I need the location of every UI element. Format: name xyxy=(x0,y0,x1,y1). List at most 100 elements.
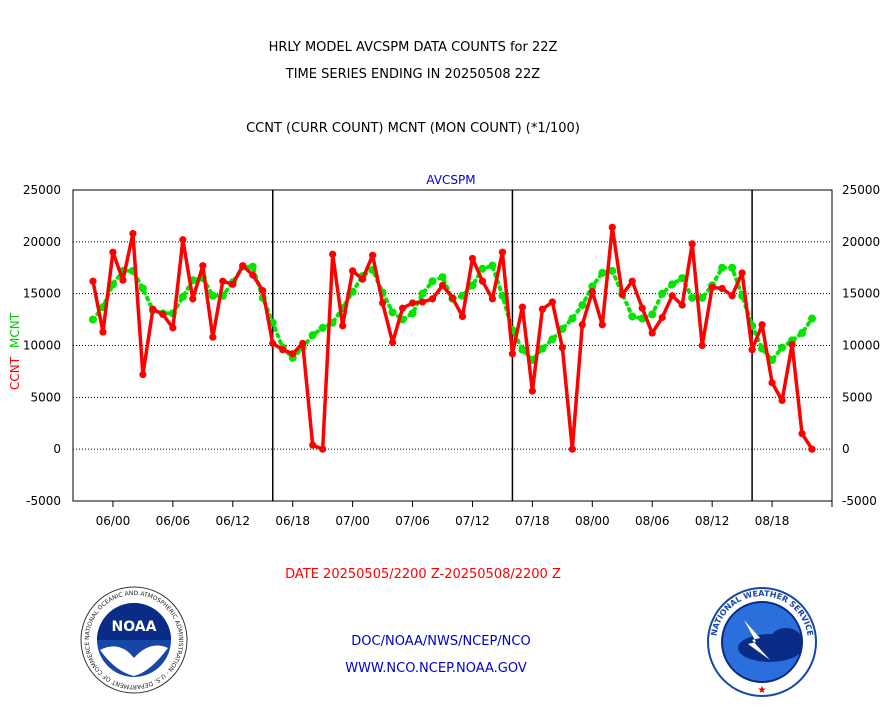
ccnt-point xyxy=(309,441,317,449)
mcnt-point xyxy=(108,280,117,289)
mcnt-point xyxy=(728,263,737,272)
ccnt-point xyxy=(89,277,97,285)
ccnt-point xyxy=(738,269,746,277)
ccnt-point xyxy=(418,298,427,306)
ccnt-point xyxy=(259,286,267,295)
ccnt-point xyxy=(109,248,117,256)
ccnt-point xyxy=(778,396,786,405)
ccnt-point xyxy=(708,283,716,292)
grid-lines xyxy=(73,189,832,501)
ccnt-point xyxy=(748,346,756,354)
mcnt-point xyxy=(798,329,807,338)
ccnt-point xyxy=(658,313,666,322)
footer-link-website[interactable]: WWW.NCO.NCEP.NOAA.GOV xyxy=(345,661,527,676)
ccnt-point xyxy=(398,304,407,312)
mcnt-point xyxy=(468,281,477,290)
mcnt-point xyxy=(418,289,427,298)
ccnt-point xyxy=(189,295,197,303)
ccnt-point xyxy=(558,343,566,352)
ccnt-point xyxy=(169,324,177,332)
y-tick-label-left: 15000 xyxy=(23,287,61,301)
mcnt-point xyxy=(658,289,667,298)
y-tick-label-right: 10000 xyxy=(842,339,880,353)
ccnt-point xyxy=(678,301,686,309)
x-tick-label: 07/06 xyxy=(395,514,430,528)
mcnt-point xyxy=(428,277,437,286)
ccnt-point xyxy=(478,277,487,285)
ccnt-point xyxy=(428,295,437,303)
footer-link-nco[interactable]: DOC/NOAA/NWS/NCEP/NCO xyxy=(351,634,530,649)
mcnt-point xyxy=(688,293,697,302)
x-tick-label: 08/00 xyxy=(575,514,610,528)
x-tick-label: 06/12 xyxy=(215,514,250,528)
ccnt-point xyxy=(229,280,237,288)
ccnt-point xyxy=(458,312,467,321)
ccnt-point xyxy=(768,379,776,387)
mcnt-point xyxy=(178,292,187,301)
mcnt-point xyxy=(578,301,587,310)
svg-text:★: ★ xyxy=(758,685,767,696)
ccnt-point xyxy=(438,281,447,289)
mcnt-point xyxy=(498,291,507,300)
mcnt-point xyxy=(138,284,147,293)
y-tick-label-left: 10000 xyxy=(23,339,61,353)
ccnt-point xyxy=(698,341,706,350)
ccnt-point xyxy=(568,445,576,453)
ccnt-point xyxy=(299,339,307,348)
ccnt-point xyxy=(528,387,536,395)
ccnt-point xyxy=(628,277,636,285)
mcnt-point xyxy=(588,282,597,291)
ccnt-point xyxy=(388,338,397,346)
y-tick-label-left: 5000 xyxy=(30,390,61,404)
plot-border xyxy=(72,189,833,502)
x-tick-label: 06/00 xyxy=(96,514,131,528)
date-range: DATE 20250505/2200 Z-20250508/2200 Z xyxy=(285,567,561,582)
ccnt-point xyxy=(508,350,517,358)
ccnt-point xyxy=(608,223,616,231)
x-tick-labels: 06/00 06/06 06/12 06/18 07/00 07/06 07/12 07/18… xyxy=(96,501,833,528)
y-tick-label-left: 25000 xyxy=(23,183,61,197)
mcnt-point xyxy=(388,308,397,317)
ccnt-point xyxy=(728,292,736,300)
mcnt-point xyxy=(538,344,547,353)
mcnt-point xyxy=(208,291,217,300)
ccnt-point xyxy=(139,370,147,379)
mcnt-point xyxy=(408,309,417,318)
ccnt-point xyxy=(668,292,676,300)
ccnt-point xyxy=(199,262,207,270)
ccnt-point xyxy=(718,284,726,293)
chart-title-line1: HRLY MODEL AVCSPM DATA COUNTS for 22Z xyxy=(269,40,558,55)
ccnt-point xyxy=(578,321,586,329)
ccnt-point xyxy=(329,250,337,258)
mcnt-point xyxy=(808,314,817,323)
ccnt-point xyxy=(129,229,137,238)
ccnt-point xyxy=(498,248,507,256)
x-tick-label: 07/12 xyxy=(455,514,490,528)
y-tick-label-left: 0 xyxy=(53,442,61,456)
ccnt-point xyxy=(349,267,357,275)
ccnt-point xyxy=(119,276,127,284)
mcnt-point xyxy=(438,273,447,282)
ccnt-point xyxy=(99,328,107,336)
ccnt-point xyxy=(408,299,417,307)
y-tick-label-right: 25000 xyxy=(842,183,880,197)
mcnt-point xyxy=(668,280,677,289)
mcnt-point xyxy=(308,331,317,340)
mcnt-point xyxy=(628,312,637,321)
y-tick-label-right: 15000 xyxy=(842,287,880,301)
mcnt-point xyxy=(778,343,787,352)
y-tick-label-right: 5000 xyxy=(842,390,873,404)
mcnt-point xyxy=(488,261,497,270)
ccnt-point xyxy=(249,271,257,279)
ccnt-point xyxy=(798,430,806,438)
y-tick-label-right: -5000 xyxy=(842,494,877,508)
ccnt-point xyxy=(688,240,696,248)
mcnt-point xyxy=(518,345,527,354)
x-tick-label: 06/18 xyxy=(275,514,310,528)
mcnt-point xyxy=(678,274,687,283)
mcnt-point xyxy=(698,293,707,302)
mcnt-point xyxy=(548,335,557,344)
ccnt-point xyxy=(648,329,656,337)
series-layer xyxy=(88,223,817,453)
